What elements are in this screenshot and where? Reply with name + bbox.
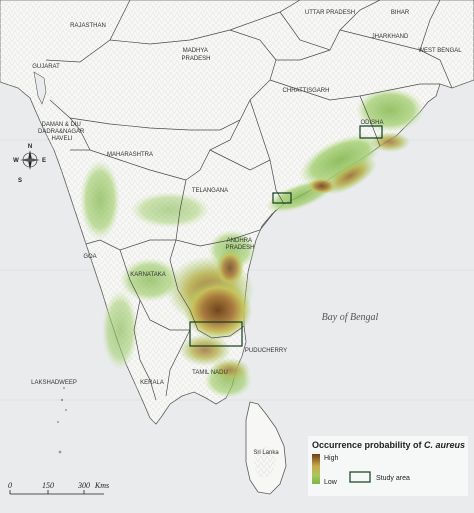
label-jharkhand: JHARKHAND (372, 34, 409, 40)
compass-w: W (13, 158, 19, 164)
study-area-coastal-ap (272, 192, 292, 204)
legend-study-area: Study area (376, 475, 410, 482)
state-boundaries (45, 0, 453, 401)
label-tamil-nadu: TAMIL NADU (192, 370, 228, 376)
sri-lanka-relief (254, 446, 276, 478)
legend-title-prefix: Occurrence probability of (312, 440, 424, 450)
label-telangana: TELANGANA (192, 188, 228, 194)
label-goa: GOA (83, 254, 96, 260)
label-sri-lanka: Sri Lanka (253, 450, 279, 456)
compass-e: E (42, 158, 46, 164)
study-area-south (189, 321, 243, 347)
label-andhra-pradesh: ANDHRA PRADESH (225, 238, 254, 251)
label-rajasthan: RAJASTHAN (70, 23, 106, 29)
label-gujarat: GUJARAT (32, 64, 60, 70)
label-maharashtra: MAHARASHTRA (107, 152, 153, 158)
label-lakshadweep: LAKSHADWEEP (31, 380, 77, 386)
legend-title: Occurrence probability of C. aureus (312, 440, 465, 450)
scale-bar: 0 150 300 Kms (8, 481, 109, 495)
label-daman: DAMAN & DIU DADRA&NAGAR HAVELI (38, 122, 86, 142)
compass-n: N (28, 144, 32, 150)
label-west-bengal: WEST BENGAL (418, 48, 462, 54)
gulf-of-khambhat (33, 71, 47, 105)
lakshadweep-islands (57, 387, 67, 454)
occurrence-probability-layer (80, 88, 424, 398)
label-bihar: BIHAR (391, 10, 410, 16)
compass-s: S (18, 178, 22, 184)
legend: Occurrence probability of C. aureus High… (308, 436, 468, 496)
scale-unit: Kms (94, 481, 109, 490)
label-kerala: KERALA (140, 380, 164, 386)
legend-high: High (324, 455, 339, 462)
state-labels: RAJASTHAN UTTAR PRADESH BIHAR JHARKHAND … (31, 10, 462, 456)
label-karnataka: KARNATAKA (130, 272, 165, 278)
compass-rose: N S E W (13, 144, 46, 184)
legend-title-species: C. aureus (424, 440, 465, 450)
study-area-odisha (359, 125, 383, 139)
legend-gradient-bar (312, 454, 320, 484)
legend-low: Low (324, 479, 338, 486)
label-uttar-pradesh: UTTAR PRADESH (305, 10, 355, 16)
legend-study-area-swatch (349, 471, 371, 483)
label-bay-of-bengal: Bay of Bengal (322, 312, 379, 323)
scale-tick-150: 150 (42, 481, 54, 490)
label-madhya-pradesh: MADHYA PRADESH (181, 48, 210, 62)
label-chhattisgarh: CHHATTISGARH (283, 88, 330, 94)
scale-tick-300: 300 (77, 481, 90, 490)
study-area-boxes (189, 125, 383, 347)
label-puducherry: PUDUCHERRY (245, 348, 287, 354)
scale-tick-0: 0 (8, 481, 12, 490)
label-odisha: ODISHA (360, 120, 383, 126)
